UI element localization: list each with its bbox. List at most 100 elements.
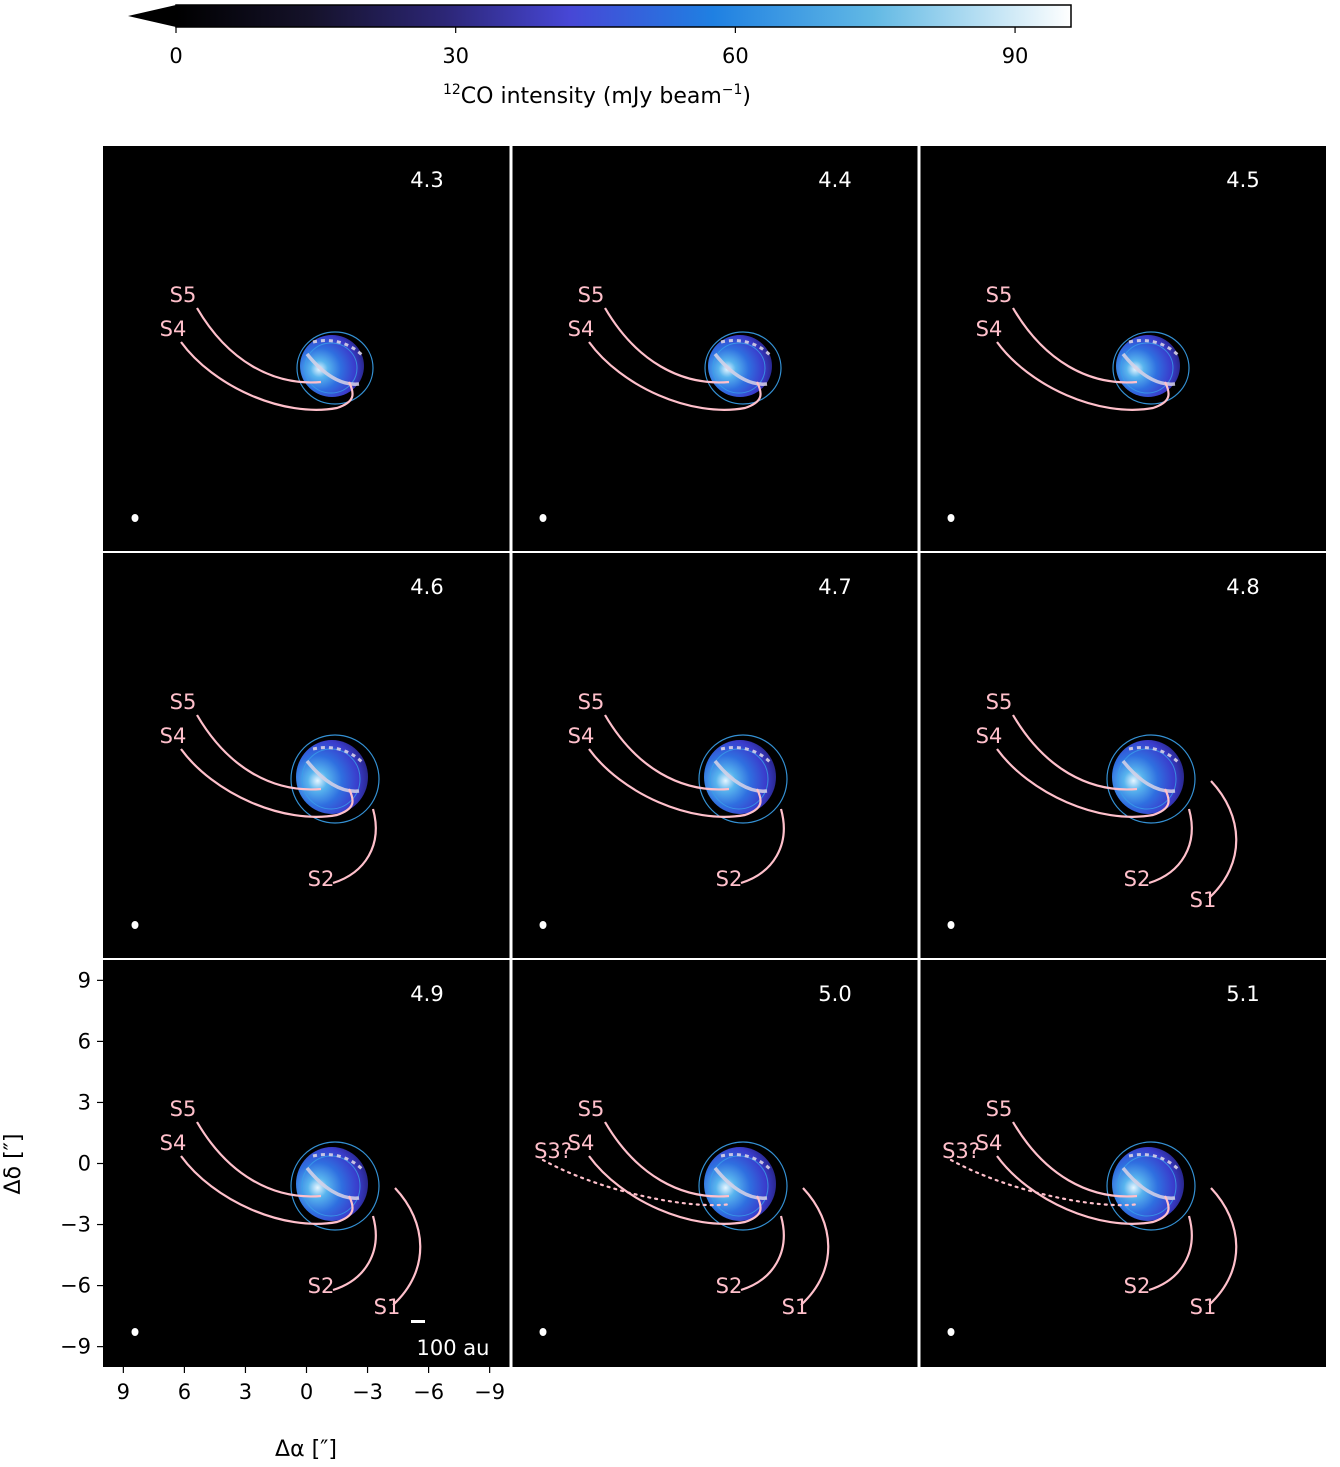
spiral-arm-S5 bbox=[1012, 714, 1138, 791]
y-tick-label: 3 bbox=[78, 1090, 91, 1114]
spiral-label: S5 bbox=[170, 1097, 197, 1121]
scale-bar: 100 au bbox=[411, 1320, 489, 1360]
disk-emission bbox=[296, 740, 368, 814]
spiral-arm-S5 bbox=[604, 714, 730, 791]
spiral-arm-S1 bbox=[1208, 1187, 1238, 1306]
colorbar-label: 12CO intensity (mJy beam−1) bbox=[443, 82, 751, 109]
disk-emission bbox=[1112, 1147, 1184, 1221]
colorbar-tick-label: 60 bbox=[722, 44, 749, 68]
emission-contour bbox=[712, 342, 766, 394]
inner-ridge bbox=[305, 352, 360, 386]
colorbar-tick-label: 0 bbox=[169, 44, 182, 68]
spiral-label: S2 bbox=[716, 867, 743, 891]
spiral-label: S4 bbox=[976, 1131, 1003, 1155]
y-tick-label: 0 bbox=[78, 1152, 91, 1176]
inner-ridge bbox=[1121, 759, 1176, 793]
inner-ridge-dotted bbox=[1128, 746, 1181, 765]
y-axis-label: Δδ [″] bbox=[1, 1134, 26, 1195]
spiral-label: S5 bbox=[986, 283, 1013, 307]
beam-ellipse bbox=[131, 1328, 139, 1336]
disk-emission bbox=[300, 335, 364, 397]
spiral-label: S5 bbox=[170, 283, 197, 307]
spiral-arm-S2 bbox=[740, 1215, 785, 1292]
spiral-arm-S5 bbox=[1012, 307, 1138, 384]
spiral-arm-S4 bbox=[996, 748, 1170, 818]
velocity-label: 4.7 bbox=[818, 575, 851, 599]
colorbar-tick-label: 30 bbox=[442, 44, 469, 68]
velocity-label: 5.0 bbox=[818, 982, 851, 1006]
spiral-arm-S2 bbox=[332, 808, 377, 885]
inner-ridge bbox=[305, 759, 360, 793]
inner-ridge-dotted bbox=[312, 339, 365, 358]
spiral-arm-S4 bbox=[588, 341, 762, 411]
disk-emission bbox=[296, 1147, 368, 1221]
spiral-arm-S1 bbox=[392, 1187, 422, 1306]
spiral-arm-S1 bbox=[800, 1187, 830, 1306]
spiral-arm-S4 bbox=[996, 341, 1170, 411]
inner-ridge-dotted bbox=[312, 746, 365, 765]
y-tick-label: −9 bbox=[60, 1335, 91, 1359]
spiral-label: S5 bbox=[170, 690, 197, 714]
x-tick-label: 3 bbox=[239, 1380, 252, 1404]
spiral-arm-S5 bbox=[196, 1121, 322, 1198]
spiral-label: S1 bbox=[782, 1295, 809, 1319]
emission-contour bbox=[698, 734, 788, 824]
velocity-label: 4.6 bbox=[410, 575, 443, 599]
beam-ellipse bbox=[539, 921, 547, 929]
spiral-label: S2 bbox=[1124, 867, 1151, 891]
y-tick-label: 9 bbox=[78, 968, 91, 992]
inner-ridge-dotted bbox=[1128, 1153, 1181, 1172]
spiral-arm-S4 bbox=[180, 1155, 354, 1225]
spiral-label: S5 bbox=[578, 690, 605, 714]
beam-ellipse bbox=[131, 921, 139, 929]
spiral-arm-S2 bbox=[1148, 1215, 1193, 1292]
spiral-label: S4 bbox=[160, 317, 187, 341]
emission-contour bbox=[704, 331, 782, 405]
channel-panel: S5 S4 4.4 bbox=[511, 146, 918, 553]
spiral-label: S5 bbox=[578, 283, 605, 307]
emission-contour bbox=[304, 342, 358, 394]
velocity-label: 5.1 bbox=[1226, 982, 1259, 1006]
inner-ridge bbox=[305, 1166, 360, 1200]
emission-contour bbox=[296, 331, 374, 405]
spiral-arm-S3 bbox=[949, 1158, 1141, 1207]
spiral-label: S4 bbox=[568, 1131, 595, 1155]
spiral-label: S1 bbox=[1190, 888, 1217, 912]
velocity-label: 4.5 bbox=[1226, 168, 1259, 192]
emission-contour bbox=[290, 1141, 380, 1231]
spiral-arm-S5 bbox=[604, 307, 730, 384]
channel-panel: S5 S4 S2 4.7 bbox=[511, 553, 918, 960]
channel-panel: S5 S4 4.5 bbox=[919, 146, 1326, 553]
inner-ridge bbox=[1121, 352, 1176, 386]
inner-ridge bbox=[713, 759, 768, 793]
spiral-arm-S2 bbox=[1148, 808, 1193, 885]
colorbar-tick-label: 90 bbox=[1002, 44, 1029, 68]
y-tick-label: −3 bbox=[60, 1213, 91, 1237]
colorbar-ticks: 0 30 60 90 bbox=[169, 27, 1028, 68]
scale-bar-label: 100 au bbox=[417, 1336, 490, 1360]
y-tick-label: −6 bbox=[60, 1274, 91, 1298]
inner-ridge-dotted bbox=[720, 746, 773, 765]
spiral-label: S2 bbox=[1124, 1274, 1151, 1298]
channel-panel: S5 S4 S2 S1 4.8 bbox=[919, 553, 1326, 960]
emission-contour bbox=[1106, 734, 1196, 824]
velocity-label: 4.4 bbox=[818, 168, 851, 192]
x-axis-label: Δα [″] bbox=[275, 1437, 337, 1462]
colorbar: 0 30 60 90 12CO intensity (mJy beam−1) bbox=[128, 4, 1072, 109]
x-tick-label: −6 bbox=[413, 1380, 444, 1404]
channel-panel: S5 S4 S2 S1 4.9 bbox=[103, 960, 510, 1367]
spiral-label: S1 bbox=[1190, 1295, 1217, 1319]
emission-contour bbox=[1112, 331, 1190, 405]
spiral-label: S5 bbox=[986, 690, 1013, 714]
inner-ridge bbox=[1121, 1166, 1176, 1200]
inner-ridge-dotted bbox=[720, 1153, 773, 1172]
spiral-label: S5 bbox=[986, 1097, 1013, 1121]
inner-ridge bbox=[713, 1166, 768, 1200]
velocity-label: 4.9 bbox=[410, 982, 443, 1006]
x-tick-label: 0 bbox=[300, 1380, 313, 1404]
emission-contour bbox=[698, 1141, 788, 1231]
inner-ridge-dotted bbox=[720, 339, 773, 358]
